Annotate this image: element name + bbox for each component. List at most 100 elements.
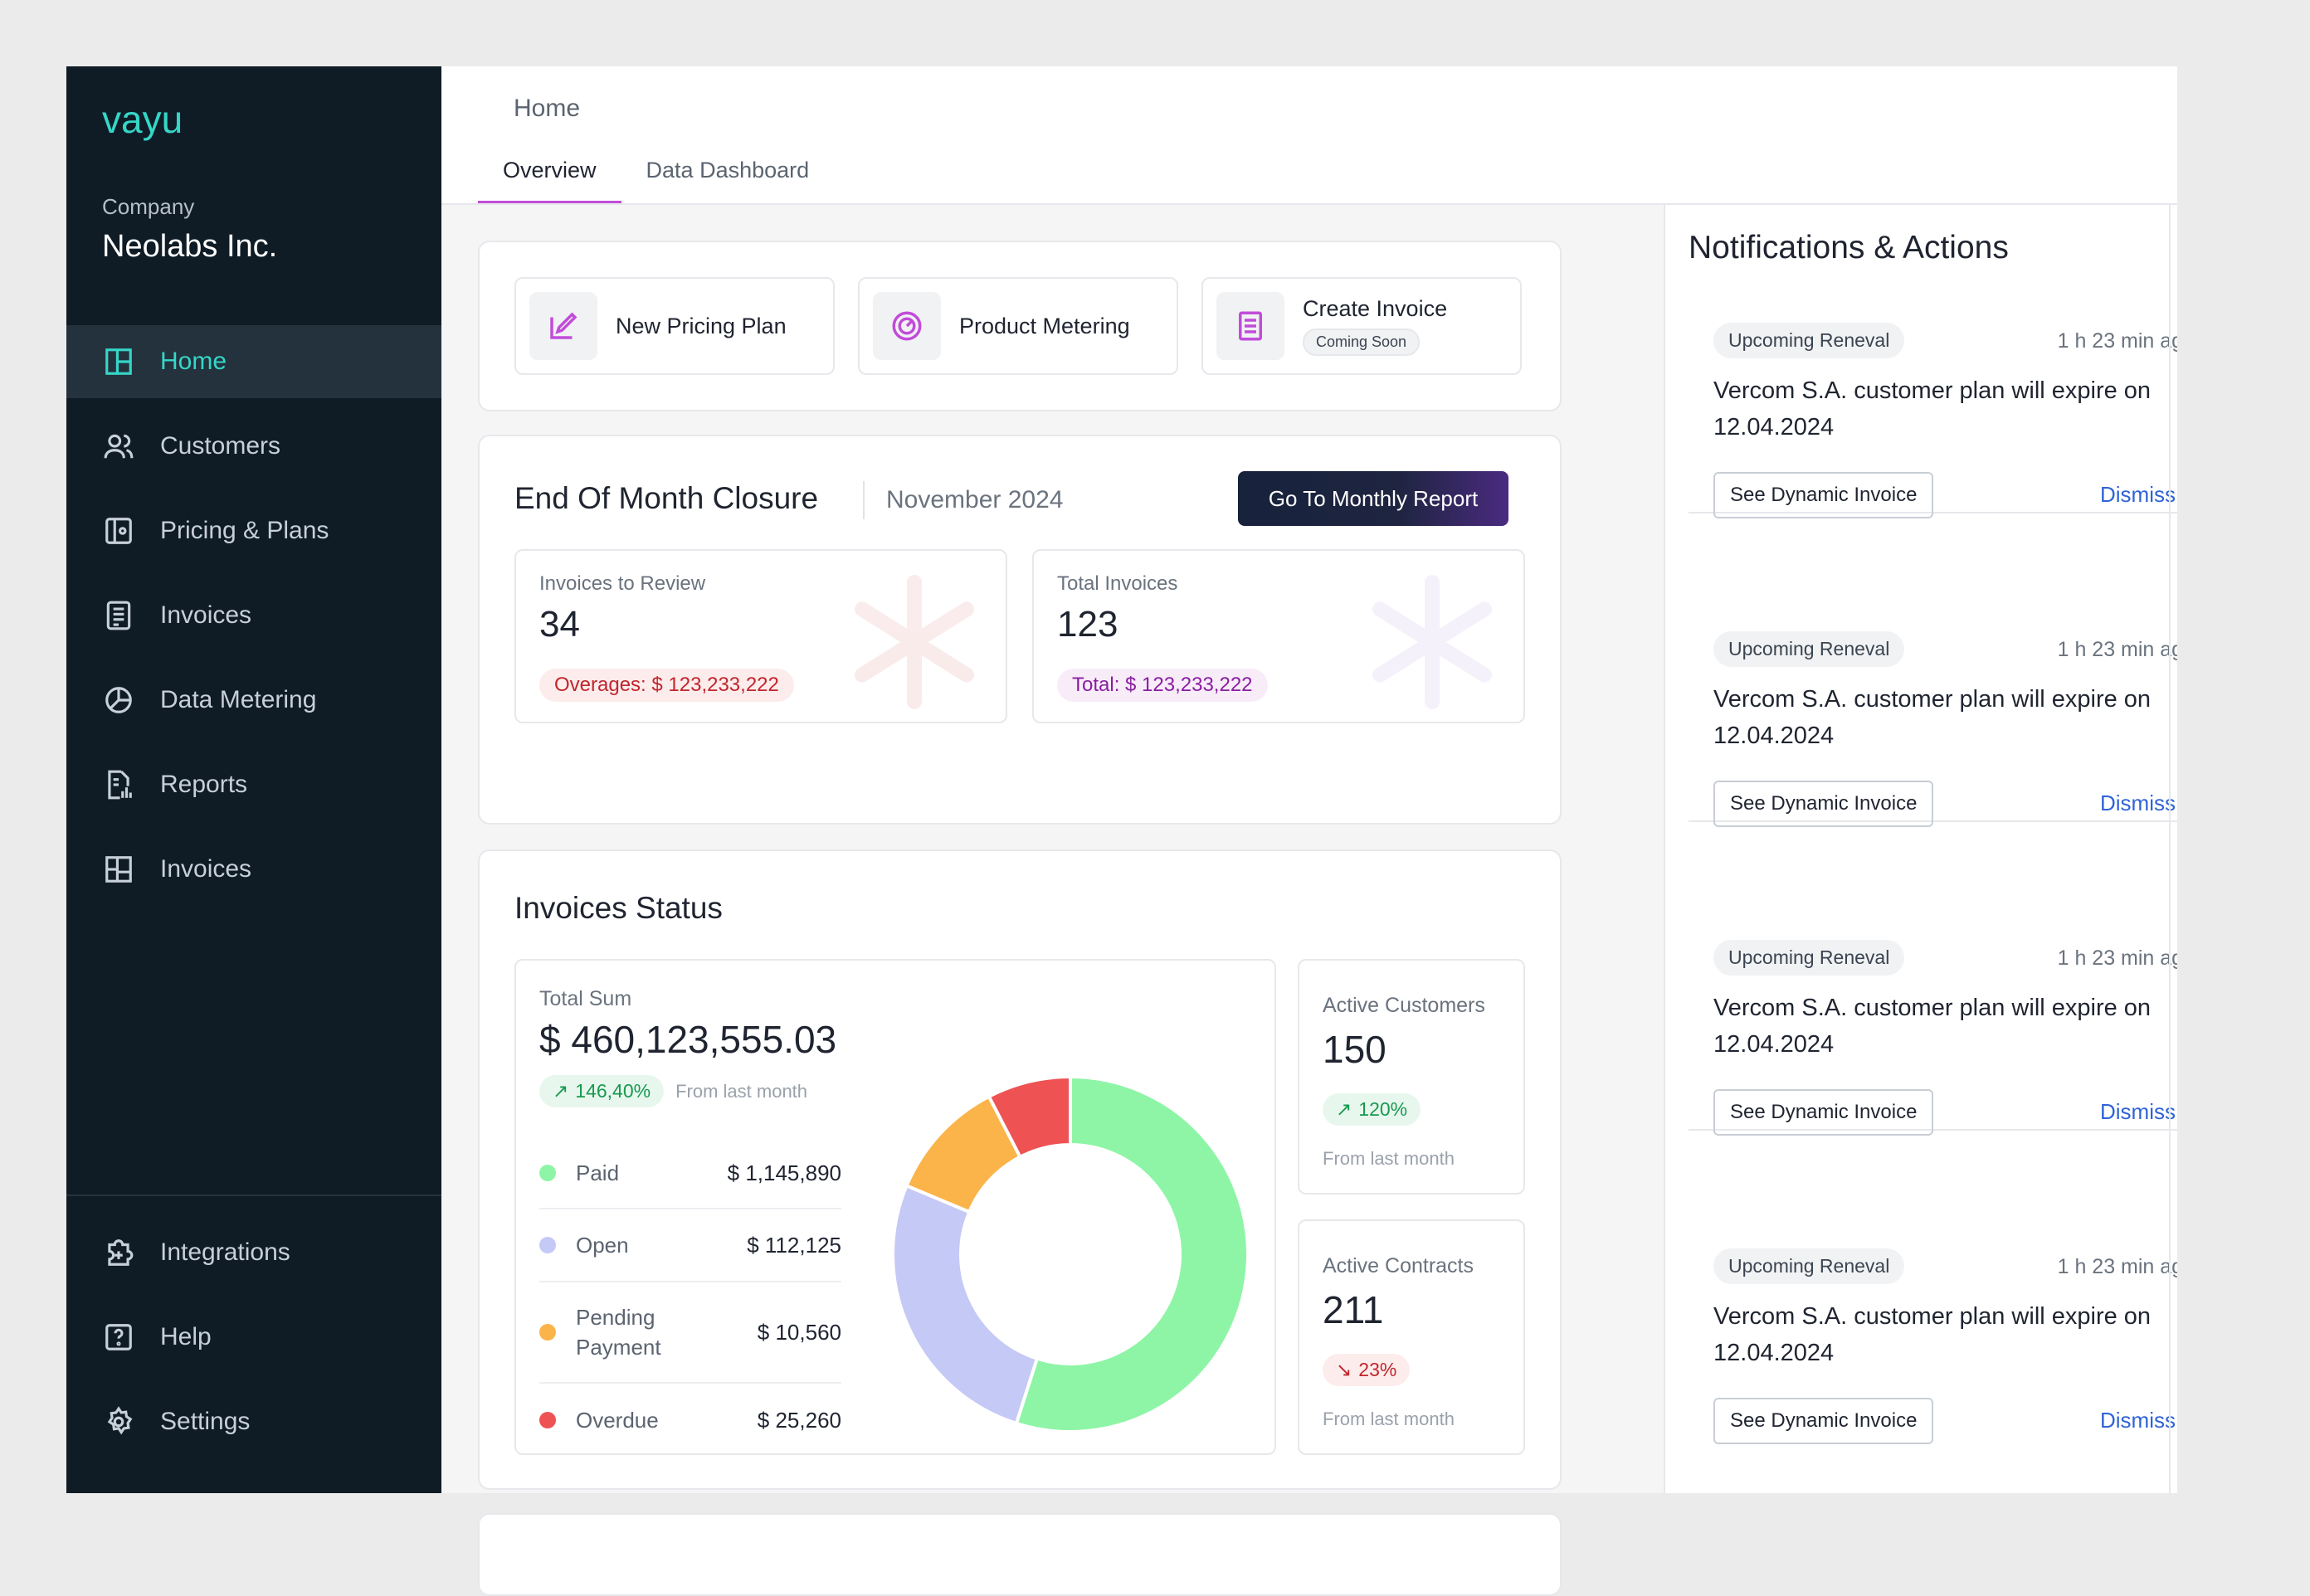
see-dynamic-invoice-button[interactable]: See Dynamic Invoice <box>1713 781 1934 827</box>
notification-item: Upcoming Reneval 1 h 23 min ago Vercom S… <box>1689 631 2218 827</box>
metric-label: Total Invoices <box>1057 572 1178 595</box>
notification-item: Upcoming Reneval 1 h 23 min ago Vercom S… <box>1689 1248 2218 1456</box>
legend-label: Pending Payment <box>576 1305 661 1360</box>
help-icon <box>102 1321 135 1354</box>
tab-overview[interactable]: Overview <box>478 158 621 204</box>
legend-label: Open <box>576 1232 629 1258</box>
see-dynamic-invoice-button[interactable]: See Dynamic Invoice <box>1713 1089 1934 1136</box>
metric-label: Invoices to Review <box>539 572 706 595</box>
sidebar-item-pricing[interactable]: Pricing & Plans <box>66 494 441 567</box>
tab-data-dashboard[interactable]: Data Dashboard <box>646 158 810 182</box>
go-to-monthly-report-button[interactable]: Go To Monthly Report <box>1238 471 1508 526</box>
sidebar-item-invoices[interactable]: Invoices <box>66 579 441 652</box>
notification-text: Vercom S.A. customer plan will expire on… <box>1713 377 2152 440</box>
donut-slice-paid[interactable] <box>1014 1074 1250 1433</box>
company-name[interactable]: Neolabs Inc. <box>102 229 278 264</box>
dismiss-link[interactable]: Dismiss <box>2100 1099 2176 1124</box>
page-margin <box>2177 66 2310 1493</box>
month-label: November 2024 <box>886 486 1064 513</box>
open-dot-icon <box>539 1237 556 1253</box>
sidebar-bottom-nav: Integrations Help Settings <box>66 1195 441 1470</box>
sidebar-item-home[interactable]: Home <box>66 325 441 398</box>
dismiss-link[interactable]: Dismiss <box>2100 482 2176 507</box>
total-sum-value: $ 460,123,555.03 <box>539 1018 837 1061</box>
notification-time: 1 h 23 min ago <box>2057 946 2195 970</box>
legend-row-paid: Paid $ 1,145,890 <box>539 1138 841 1209</box>
arrow-up-right-icon: ↗ <box>553 1080 569 1102</box>
growth-note: From last month <box>675 1080 808 1102</box>
decorative-burst-icon <box>855 575 974 709</box>
stat-value: 211 <box>1323 1288 1384 1331</box>
pending-dot-icon <box>539 1324 556 1341</box>
create-invoice-button[interactable]: Create Invoice Coming Soon <box>1201 277 1522 375</box>
sidebar-item-invoices-2[interactable]: Invoices <box>66 833 441 906</box>
end-of-month-card: End Of Month Closure November 2024 Go To… <box>478 435 1562 825</box>
growth-indicator: ↗ 146,40% From last month <box>539 1075 807 1107</box>
total-invoices-metric[interactable]: Total Invoices 123 Total: $ 123,233,222 <box>1032 549 1525 723</box>
card-title: End Of Month Closure <box>514 481 819 515</box>
sidebar-item-label: Pricing & Plans <box>160 517 329 544</box>
sidebar-item-customers[interactable]: Customers <box>66 410 441 483</box>
notification-text: Vercom S.A. customer plan will expire on… <box>1713 995 2152 1058</box>
total-sum-label: Total Sum <box>539 987 632 1010</box>
sidebar-item-data-metering[interactable]: Data Metering <box>66 664 441 737</box>
arrow-down-right-icon: ↘ <box>1336 1359 1352 1380</box>
sidebar-nav: Home Customers Pricing & Plans Invoices … <box>66 325 441 917</box>
sidebar-item-label: Settings <box>160 1408 251 1435</box>
pricing-edit-icon <box>529 292 597 360</box>
total-badge: Total: $ 123,233,222 <box>1057 669 1268 702</box>
stat-value: 150 <box>1323 1028 1386 1071</box>
main-area: Home Overview Data Dashboard New Pricing… <box>66 66 2244 1596</box>
metric-value: 123 <box>1057 604 1118 645</box>
rail-divider <box>2169 205 2171 1493</box>
donut-slice-open[interactable] <box>891 1183 1040 1426</box>
growth-value: 23% <box>1358 1359 1397 1380</box>
sidebar-item-label: Customers <box>160 432 281 460</box>
sidebar-item-reports[interactable]: Reports <box>66 748 441 821</box>
notification-time: 1 h 23 min ago <box>2057 329 2195 353</box>
growth-badge: ↗ 120% <box>1323 1093 1421 1126</box>
card-title: Invoices Status <box>514 891 723 925</box>
dismiss-link[interactable]: Dismiss <box>2100 1408 2176 1433</box>
overdue-dot-icon <box>539 1412 556 1428</box>
gauge-icon <box>873 292 941 360</box>
sidebar-item-label: Reports <box>160 771 248 798</box>
active-contracts-stat[interactable]: Active Contracts 211 ↘ 23% From last mont… <box>1298 1219 1525 1455</box>
invoices-status-card: Invoices Status Total Sum $ 460,123,555.… <box>478 849 1562 1490</box>
quick-action-text: Create Invoice Coming Soon <box>1303 296 1447 356</box>
active-customers-stat[interactable]: Active Customers 150 ↗ 120% From last mon… <box>1298 959 1525 1195</box>
invoices-to-review-metric[interactable]: Invoices to Review 34 Overages: $ 123,23… <box>514 549 1007 723</box>
dismiss-link[interactable]: Dismiss <box>2100 791 2176 815</box>
see-dynamic-invoice-button[interactable]: See Dynamic Invoice <box>1713 1398 1934 1444</box>
gear-icon <box>102 1405 135 1438</box>
notifications-title: Notifications & Actions <box>1689 230 2009 265</box>
sidebar-item-label: Integrations <box>160 1238 290 1266</box>
new-pricing-plan-button[interactable]: New Pricing Plan <box>514 277 835 375</box>
stat-note: From last month <box>1323 1409 1455 1429</box>
legend-label: Paid <box>576 1160 620 1185</box>
notification-item: Upcoming Reneval 1 h 23 min ago Vercom S… <box>1689 940 2218 1136</box>
notification-text: Vercom S.A. customer plan will expire on… <box>1713 1303 2152 1366</box>
sidebar-item-settings[interactable]: Settings <box>66 1385 441 1458</box>
header-divider <box>441 203 2244 205</box>
growth-badge: ↗ 146,40% <box>539 1075 665 1107</box>
arrow-up-right-icon: ↗ <box>1336 1098 1352 1120</box>
vayu-logo[interactable]: vayu <box>102 96 227 154</box>
see-dynamic-invoice-button[interactable]: See Dynamic Invoice <box>1713 472 1934 518</box>
quick-action-label: Product Metering <box>959 313 1130 338</box>
sidebar-item-help[interactable]: Help <box>66 1301 441 1374</box>
sidebar-item-integrations[interactable]: Integrations <box>66 1216 441 1289</box>
notification-time: 1 h 23 min ago <box>2057 638 2195 661</box>
legend-amount: $ 25,260 <box>757 1407 841 1433</box>
coming-soon-badge: Coming Soon <box>1303 328 1421 356</box>
quick-action-label: Create Invoice <box>1303 296 1448 321</box>
layout-icon <box>102 345 135 378</box>
svg-text:vayu: vayu <box>102 98 183 141</box>
invoice-icon <box>102 599 135 632</box>
overages-badge: Overages: $ 123,233,222 <box>539 669 794 702</box>
sidebar-item-label: Invoices <box>160 855 252 883</box>
invoices-donut-chart[interactable] <box>888 1072 1253 1437</box>
report-icon <box>102 768 135 801</box>
donut-slice-overdue[interactable] <box>987 1074 1072 1160</box>
product-metering-button[interactable]: Product Metering <box>858 277 1178 375</box>
